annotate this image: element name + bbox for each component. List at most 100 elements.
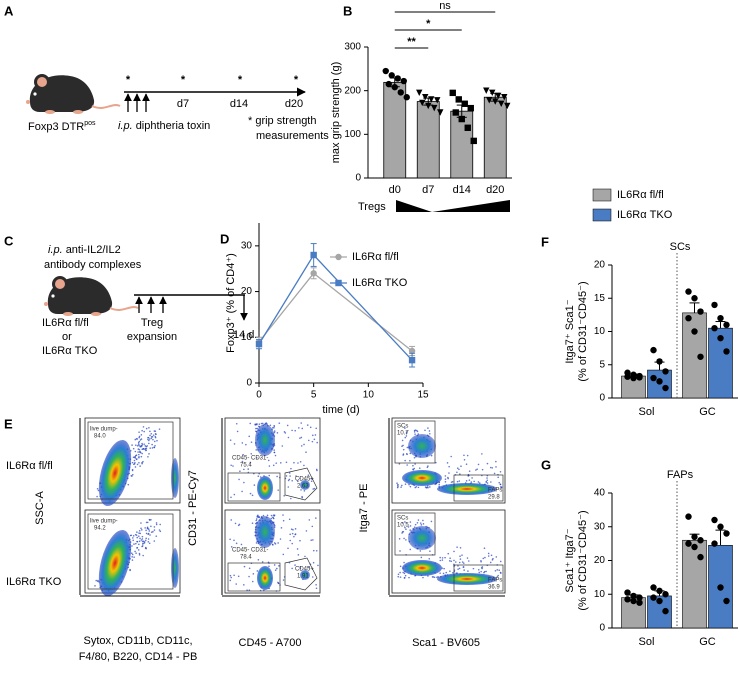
plot-frame — [84, 509, 181, 594]
note: * grip strength — [248, 115, 316, 127]
event-dot — [150, 518, 152, 521]
event-dot — [149, 447, 152, 449]
event-dot — [147, 538, 150, 540]
event-dot — [444, 481, 447, 483]
event-dot — [233, 443, 236, 445]
event-dot — [478, 571, 481, 574]
step: Treg — [141, 317, 163, 329]
event-dot — [449, 557, 451, 559]
event-dot — [402, 444, 404, 447]
data-point — [452, 109, 459, 116]
event-dot — [251, 522, 254, 525]
event-dot — [456, 546, 458, 548]
event-dot — [402, 522, 404, 524]
event-dot — [312, 549, 315, 552]
event-dot — [142, 554, 144, 557]
event-dot — [419, 550, 422, 552]
event-dot — [422, 523, 425, 525]
event-dot — [397, 483, 399, 486]
event-dot — [463, 454, 465, 457]
data-point — [419, 99, 426, 107]
plot-frame — [84, 417, 181, 504]
gate — [87, 421, 174, 500]
event-dot — [131, 469, 134, 472]
event-dot — [480, 566, 483, 569]
data-point — [408, 347, 416, 355]
event-dot — [294, 564, 296, 566]
event-dot — [405, 528, 407, 530]
event-dot — [473, 480, 475, 483]
y-axis-label: max grip strength (g) — [330, 62, 342, 163]
event-dot — [281, 445, 284, 447]
data-point — [416, 89, 423, 97]
event-dot — [408, 483, 410, 486]
genotype: IL6Rα TKO — [42, 345, 98, 357]
data-point — [624, 589, 631, 596]
event-dot — [500, 572, 502, 574]
event-dot — [460, 465, 462, 468]
event-dot — [303, 490, 306, 492]
event-dot — [129, 568, 131, 571]
event-dot — [141, 535, 144, 538]
event-dot — [255, 456, 258, 459]
event-dot — [135, 542, 137, 545]
event-dot — [139, 537, 141, 540]
event-dot — [134, 550, 136, 553]
y-tick-label: 10 — [594, 326, 606, 337]
endpoint: 14 d — [233, 329, 254, 341]
event-dot — [403, 537, 405, 540]
event-dot — [282, 553, 285, 556]
event-dot — [254, 424, 257, 426]
event-dot — [132, 456, 135, 459]
event-dot — [262, 514, 265, 517]
data-point — [385, 80, 392, 88]
data-point — [422, 94, 429, 101]
event-dot — [136, 445, 139, 447]
event-dot — [433, 576, 436, 579]
data-point — [255, 340, 263, 348]
event-dot — [146, 527, 149, 529]
event-dot — [159, 523, 161, 526]
event-dot — [272, 464, 275, 467]
data-point — [691, 295, 698, 302]
data-point — [650, 374, 657, 382]
data-point — [717, 523, 724, 530]
gate-value: 78.4 — [240, 555, 252, 561]
data-point — [461, 100, 468, 107]
event-dot — [404, 427, 406, 429]
density — [255, 516, 275, 548]
event-dot — [273, 425, 276, 427]
event-dot — [230, 576, 233, 579]
chart-title: FAPs — [667, 469, 694, 481]
x-tick-label: 15 — [417, 390, 429, 401]
y-tick-label: 20 — [241, 286, 253, 297]
event-dot — [248, 575, 250, 578]
gate — [453, 474, 504, 502]
y-tick-label: 10 — [241, 332, 253, 343]
genotype: IL6Rα fl/fl — [42, 317, 89, 329]
event-dot — [471, 477, 473, 479]
event-dot — [409, 485, 412, 488]
event-dot — [316, 469, 318, 472]
data-point — [636, 374, 643, 381]
event-dot — [142, 447, 145, 450]
timepoint-marker: * — [181, 74, 186, 86]
panel-letter: B — [343, 3, 352, 18]
event-dot — [481, 453, 483, 455]
event-dot — [402, 454, 404, 456]
event-dot — [289, 539, 292, 542]
gate-name: CD45- CD31- — [232, 548, 268, 554]
event-dot — [139, 451, 142, 454]
data-point — [388, 72, 395, 79]
event-dot — [481, 468, 484, 471]
gate-name: SCs — [397, 424, 408, 430]
event-dot — [139, 439, 142, 441]
data-point — [458, 115, 465, 123]
event-dot — [310, 480, 313, 483]
event-dot — [477, 481, 480, 483]
event-dot — [476, 468, 478, 471]
event-dot — [293, 461, 295, 464]
event-dot — [458, 561, 461, 564]
event-dot — [317, 564, 319, 567]
event-dot — [444, 478, 447, 480]
